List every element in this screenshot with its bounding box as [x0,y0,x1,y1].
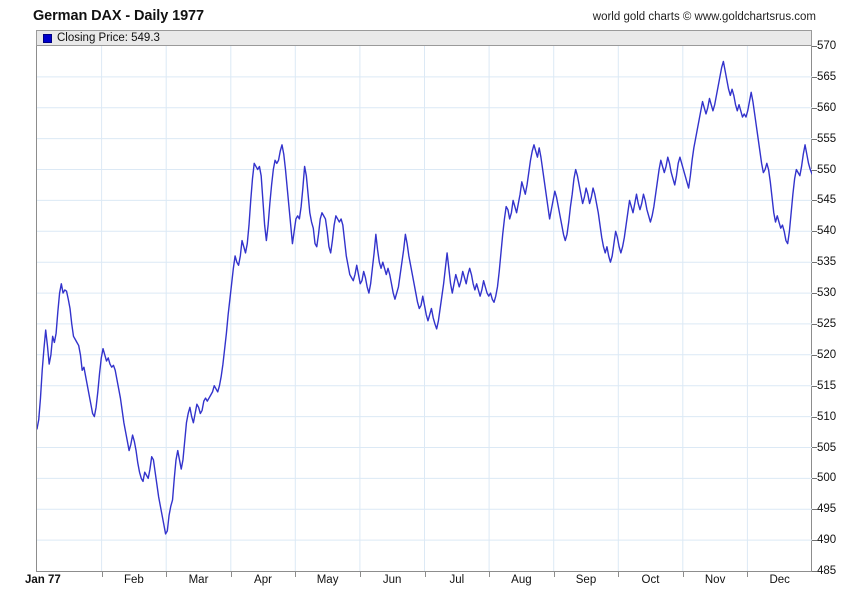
y-axis-tick [812,231,817,233]
x-axis-tick [489,572,491,577]
y-axis-tick-label: 495 [817,503,837,516]
x-axis-tick [747,572,749,577]
y-axis-tick-label: 535 [817,256,837,269]
y-axis-tick-label: 525 [817,317,837,330]
y-axis-tick-label: 510 [817,410,837,423]
x-axis-tick-label: Jan 77 [25,574,61,586]
y-axis-tick-label: 505 [817,441,837,454]
x-axis-tick-label: Apr [254,574,272,586]
legend-square-icon [43,33,52,43]
y-axis-tick [812,138,817,140]
y-axis-tick [812,262,817,264]
x-axis-tick [682,572,684,577]
y-axis-tick-label: 500 [817,472,837,485]
y-axis-tick-label: 570 [817,40,837,52]
x-axis-tick-label: Sep [575,574,597,586]
x-axis-labels: Jan 77 Feb Mar Apr May Jun Jul Aug Sep Oct Nov Dec [0,574,850,598]
attribution-text: world gold charts © www.goldchartsrus.co… [592,11,816,23]
y-axis-tick [812,200,817,202]
y-axis-tick [812,46,817,47]
y-axis-tick [812,293,817,295]
legend[interactable]: Closing Price: 549.3 [36,30,812,46]
y-axis-tick-label: 555 [817,132,837,145]
y-axis-tick-label: 485 [817,565,837,577]
x-axis-tick-label: Jun [382,574,402,586]
y-axis-tick [812,76,817,78]
x-axis-tick [166,572,168,577]
y-axis-tick [812,107,817,109]
legend-label: Closing Price: 549.3 [57,32,160,44]
y-axis-tick-label: 540 [817,225,837,238]
x-axis-tick-label: Feb [123,574,144,586]
y-axis-tick-label: 515 [817,379,837,392]
x-axis-tick [359,572,361,577]
y-axis-tick [812,509,817,511]
y-axis-tick-label: 520 [817,348,837,361]
y-axis-tick [812,478,817,480]
y-axis-tick [812,540,817,542]
y-axis-tick-label: 490 [817,534,837,547]
x-axis-tick-label: Mar [188,574,209,586]
x-axis-tick-label: May [316,574,339,586]
x-axis-tick [230,572,232,577]
closing-price-line [37,60,812,535]
grid-lines [37,46,812,571]
y-axis-tick-label: 560 [817,101,837,114]
y-axis-tick [812,571,817,572]
y-axis-tick-label: 565 [817,70,837,83]
y-axis-tick [812,323,817,325]
x-axis-tick-label: Dec [769,574,790,586]
y-axis-tick [812,416,817,418]
x-axis-tick [618,572,620,577]
y-axis-tick-label: 550 [817,163,837,176]
y-axis-tick [812,354,817,356]
x-axis-tick-label: Jul [449,574,465,586]
x-axis-tick [553,572,555,577]
plot-frame [36,30,812,572]
x-axis-tick-label: Nov [704,574,726,586]
y-axis-tick-label: 530 [817,287,837,300]
x-axis-tick [424,572,426,577]
y-axis-tick [812,447,817,449]
x-axis-tick-label: Aug [511,574,532,586]
y-axis-tick-label: 545 [817,194,837,207]
x-axis-tick [295,572,297,577]
y-axis-labels: 570 565 560 555 550 545 540 535 530 525 520 515 510 5… [817,40,850,577]
x-axis-tick [101,572,103,577]
plot-area [37,46,812,571]
page-title: German DAX - Daily 1977 [33,8,204,24]
x-axis-tick-label: Oct [641,574,660,586]
y-axis-tick [812,385,817,387]
y-axis-tick [812,169,817,171]
